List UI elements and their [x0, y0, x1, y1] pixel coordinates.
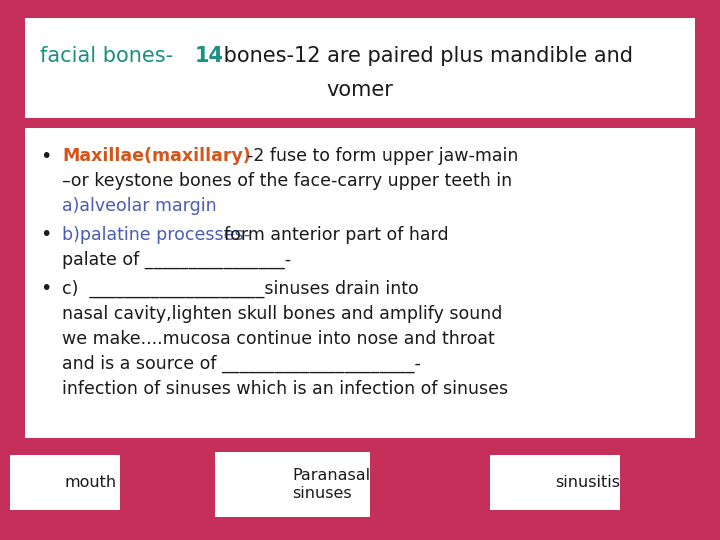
- Text: we make....mucosa continue into nose and throat: we make....mucosa continue into nose and…: [62, 330, 495, 348]
- Text: a)alveolar margin: a)alveolar margin: [62, 197, 217, 215]
- Text: c)  ____________________sinuses drain into: c) ____________________sinuses drain int…: [62, 280, 419, 298]
- Text: •: •: [40, 226, 51, 245]
- Text: facial bones-: facial bones-: [40, 46, 173, 66]
- Bar: [25, 18, 695, 118]
- Bar: [10, 455, 120, 510]
- Text: bones-12 are paired plus mandible and: bones-12 are paired plus mandible and: [217, 46, 633, 66]
- Text: and is a source of ______________________-: and is a source of _____________________…: [62, 355, 421, 373]
- Bar: [490, 455, 620, 510]
- Text: infection of sinuses which is an infection of sinuses: infection of sinuses which is an infecti…: [62, 380, 508, 398]
- Text: 14: 14: [195, 46, 224, 66]
- Text: vomer: vomer: [327, 80, 393, 100]
- Bar: [215, 452, 370, 517]
- Text: –or keystone bones of the face-carry upper teeth in: –or keystone bones of the face-carry upp…: [62, 172, 512, 190]
- Text: palate of ________________-: palate of ________________-: [62, 251, 291, 269]
- Text: b)palatine processes-: b)palatine processes-: [62, 226, 250, 244]
- Text: Maxillae(maxillary): Maxillae(maxillary): [62, 147, 251, 165]
- Text: •: •: [40, 146, 51, 165]
- Text: Paranasal
sinuses: Paranasal sinuses: [292, 468, 371, 501]
- Bar: [25, 128, 695, 438]
- Text: mouth: mouth: [65, 475, 117, 490]
- Text: •: •: [40, 280, 51, 299]
- Text: sinusitis: sinusitis: [555, 475, 620, 490]
- Text: form anterior part of hard: form anterior part of hard: [224, 226, 449, 244]
- Text: nasal cavity,lighten skull bones and amplify sound: nasal cavity,lighten skull bones and amp…: [62, 305, 503, 323]
- Text: -2 fuse to form upper jaw-main: -2 fuse to form upper jaw-main: [247, 147, 518, 165]
